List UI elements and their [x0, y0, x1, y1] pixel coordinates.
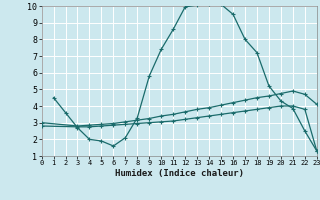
X-axis label: Humidex (Indice chaleur): Humidex (Indice chaleur) — [115, 169, 244, 178]
